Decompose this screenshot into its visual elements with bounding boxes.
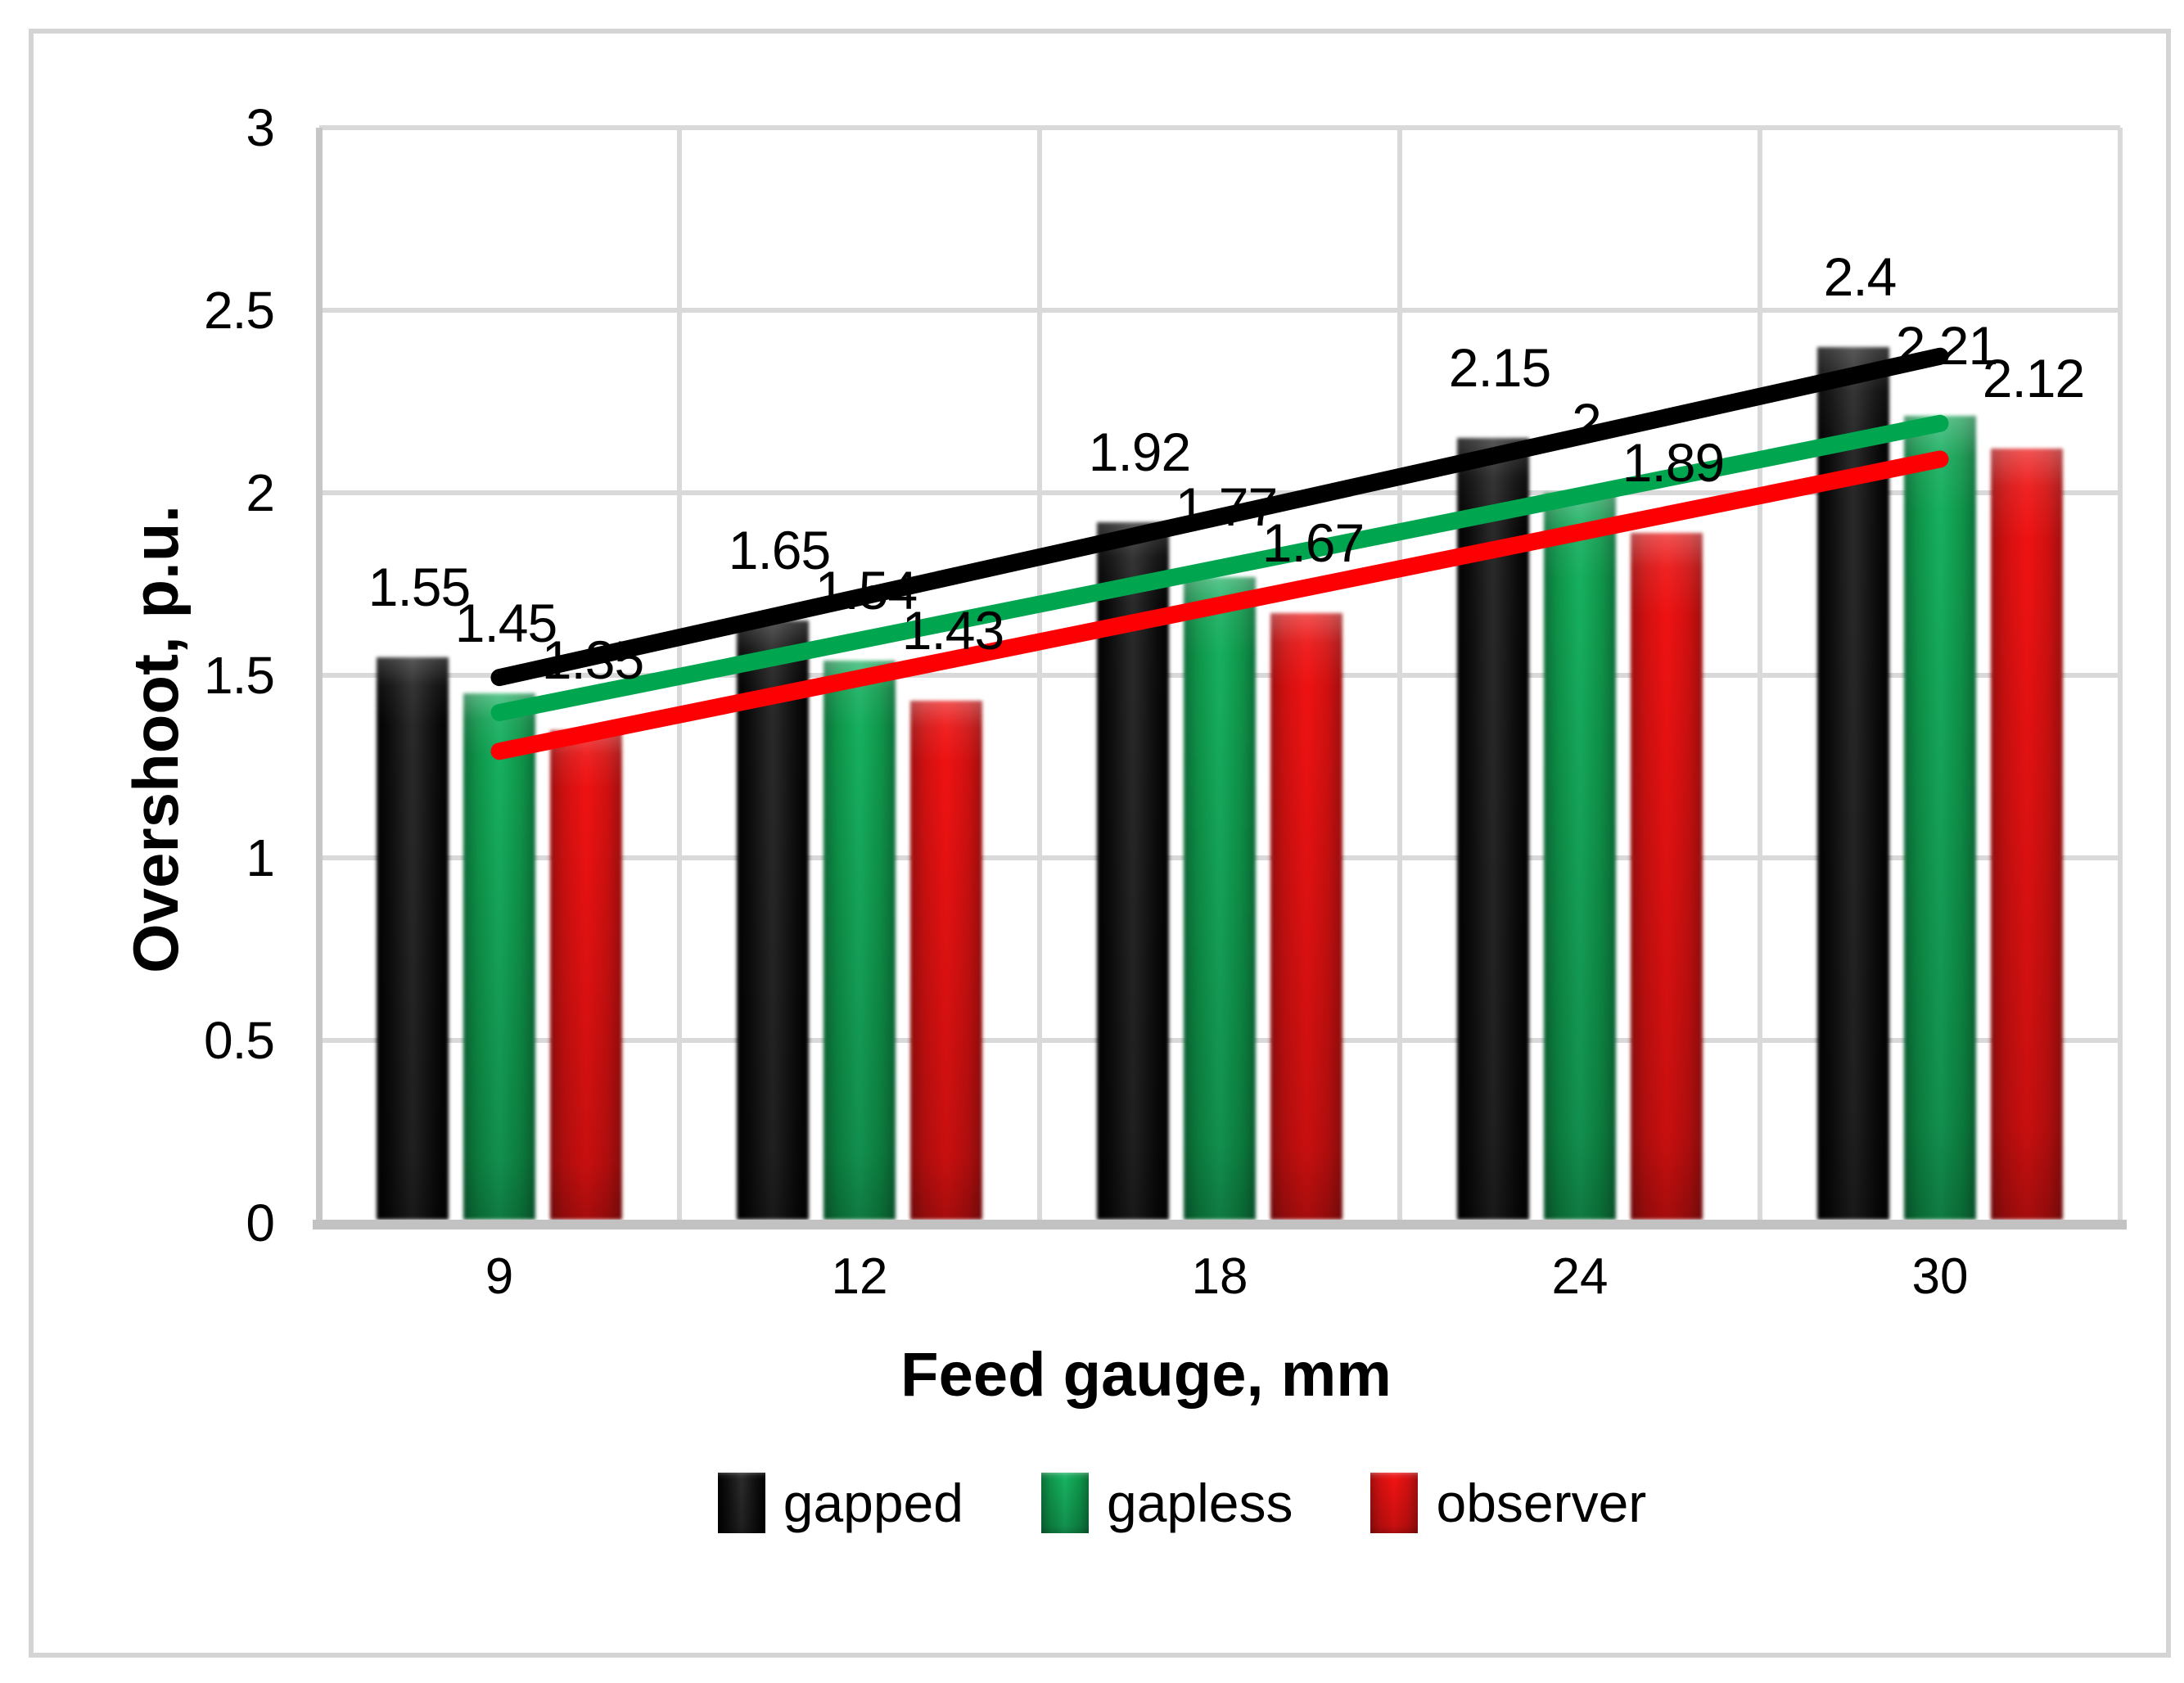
y-axis-line (316, 128, 323, 1228)
y-tick-label: 1 (246, 828, 275, 887)
bar-gapped-9 (377, 657, 449, 1220)
bar-gapless-24 (1544, 493, 1616, 1220)
gridline-horizontal (319, 308, 2120, 313)
legend-label-gapless: gapless (1106, 1473, 1293, 1533)
gridline-vertical (2118, 128, 2123, 1223)
legend-swatch-gapless (1040, 1473, 1089, 1533)
x-axis-title: Feed gauge, mm (900, 1340, 1392, 1410)
data-label-observer-30: 2.12 (1982, 348, 2085, 409)
bar-gapless-12 (824, 661, 896, 1220)
y-tick-label: 2.5 (204, 281, 275, 340)
gridline-vertical (1037, 128, 1042, 1223)
data-label-observer-18: 1.67 (1261, 512, 1365, 574)
bar-gapped-12 (737, 620, 809, 1220)
x-tick-label: 30 (1911, 1248, 1969, 1305)
data-label-observer-12: 1.43 (901, 600, 1004, 661)
legend-item-observer: observer (1370, 1470, 1646, 1536)
y-tick-label: 0 (246, 1193, 275, 1252)
x-tick-label: 24 (1551, 1248, 1609, 1305)
data-label-gapless-9: 1.45 (454, 593, 557, 654)
data-label-gapped-9: 1.55 (368, 556, 471, 617)
data-label-gapless-18: 1.77 (1175, 476, 1278, 537)
x-tick-label: 9 (485, 1248, 514, 1305)
bar-gapless-9 (463, 693, 535, 1220)
bar-gapped-18 (1097, 521, 1169, 1220)
bar-gapped-30 (1817, 346, 1889, 1220)
bar-observer-12 (910, 701, 982, 1220)
legend-label-observer: observer (1436, 1473, 1647, 1533)
legend-item-gapless: gapless (1040, 1470, 1293, 1536)
data-label-observer-9: 1.35 (541, 629, 644, 690)
data-label-gapless-30: 2.21 (1895, 315, 1998, 377)
y-tick-label: 0.5 (204, 1011, 275, 1070)
bar-observer-30 (1991, 449, 2063, 1220)
legend-item-gapped: gapped (717, 1470, 963, 1536)
data-label-gapped-12: 1.65 (728, 520, 831, 581)
bar-observer-9 (550, 729, 622, 1220)
data-label-gapped-24: 2.15 (1448, 337, 1551, 399)
data-label-gapped-18: 1.92 (1088, 421, 1191, 482)
gridline-vertical (1397, 128, 1402, 1223)
bar-gapless-30 (1904, 416, 1976, 1220)
x-axis-line (313, 1220, 2127, 1230)
bar-gapped-24 (1457, 438, 1529, 1220)
gridline-horizontal (319, 125, 2120, 130)
bar-gapless-18 (1184, 576, 1256, 1220)
legend-swatch-observer (1370, 1473, 1419, 1533)
y-tick-label: 2 (246, 463, 275, 522)
bar-observer-18 (1270, 613, 1342, 1220)
legend-swatch-gapped (717, 1473, 765, 1533)
x-tick-label: 18 (1191, 1248, 1248, 1305)
legend-label-gapped: gapped (783, 1473, 963, 1533)
data-label-gapped-30: 2.4 (1823, 246, 1897, 307)
legend: gapped gapless observer (90, 1470, 2184, 1536)
data-label-observer-24: 1.89 (1622, 432, 1725, 494)
y-tick-label: 1.5 (204, 646, 275, 705)
bar-observer-24 (1631, 533, 1703, 1220)
y-tick-label: 3 (246, 98, 275, 157)
plot-area: 1.55 1.65 1.92 2.15 2.4 1.45 1.54 1.77 2 2.21 1.35… (313, 125, 2127, 1230)
data-label-gapless-12: 1.54 (814, 560, 918, 621)
data-label-gapless-24: 2 (1572, 392, 1602, 453)
x-tick-label: 12 (831, 1248, 888, 1305)
